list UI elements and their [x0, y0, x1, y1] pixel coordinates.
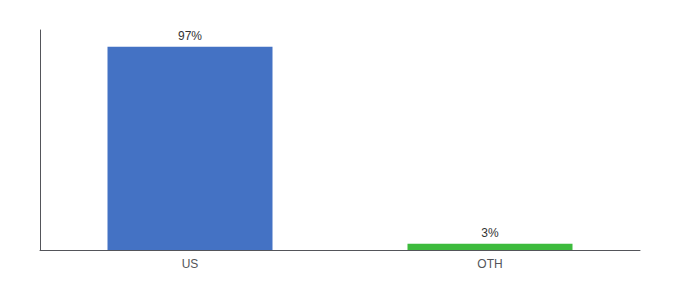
svg-text:97%: 97%: [178, 29, 202, 43]
svg-text:OTH: OTH: [477, 257, 502, 271]
svg-text:3%: 3%: [481, 226, 499, 240]
svg-text:US: US: [182, 257, 199, 271]
